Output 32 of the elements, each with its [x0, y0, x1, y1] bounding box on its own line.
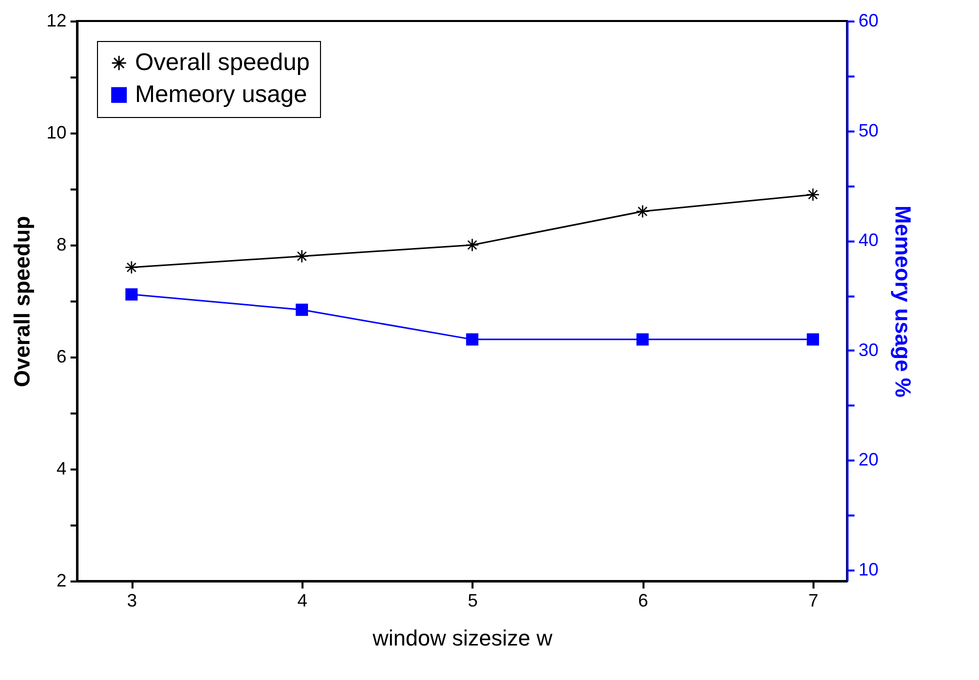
point	[466, 333, 478, 346]
y2-axis-title: Memeory usage %	[890, 206, 916, 398]
y-tick-label: 12	[46, 10, 66, 30]
point	[806, 188, 820, 202]
x-tick-label: 5	[468, 590, 478, 610]
y-tick-label: 6	[56, 346, 66, 366]
y2-tick-label: 30	[858, 340, 879, 360]
x-tick-label: 4	[297, 590, 308, 610]
legend-label: Overall speedup	[135, 49, 310, 76]
point	[806, 333, 820, 346]
y-tick-label: 8	[56, 234, 66, 254]
y2-tick-label: 60	[858, 10, 879, 30]
legend-label: Memeory usage	[135, 81, 308, 108]
point	[295, 249, 309, 263]
y-tick-label: 10	[46, 122, 66, 142]
x-tick-label: 7	[808, 590, 818, 610]
y-axis-title: Overall speedup	[9, 216, 34, 388]
x-tick-label: 6	[638, 590, 648, 610]
y2-tick-label: 10	[858, 560, 879, 580]
point	[125, 288, 138, 301]
y-tick-label: 2	[56, 570, 66, 590]
point	[465, 238, 479, 252]
point	[636, 204, 650, 218]
point	[636, 333, 649, 346]
x-tick-label: 3	[127, 590, 138, 610]
point	[296, 304, 308, 316]
y-tick-label: 4	[56, 458, 66, 478]
y2-tick-label: 50	[858, 120, 879, 140]
y2-tick-label: 40	[858, 230, 879, 250]
y2-tick-label: 20	[858, 450, 879, 470]
point	[124, 260, 138, 274]
x-axis-title: window sizesize w	[372, 626, 552, 650]
